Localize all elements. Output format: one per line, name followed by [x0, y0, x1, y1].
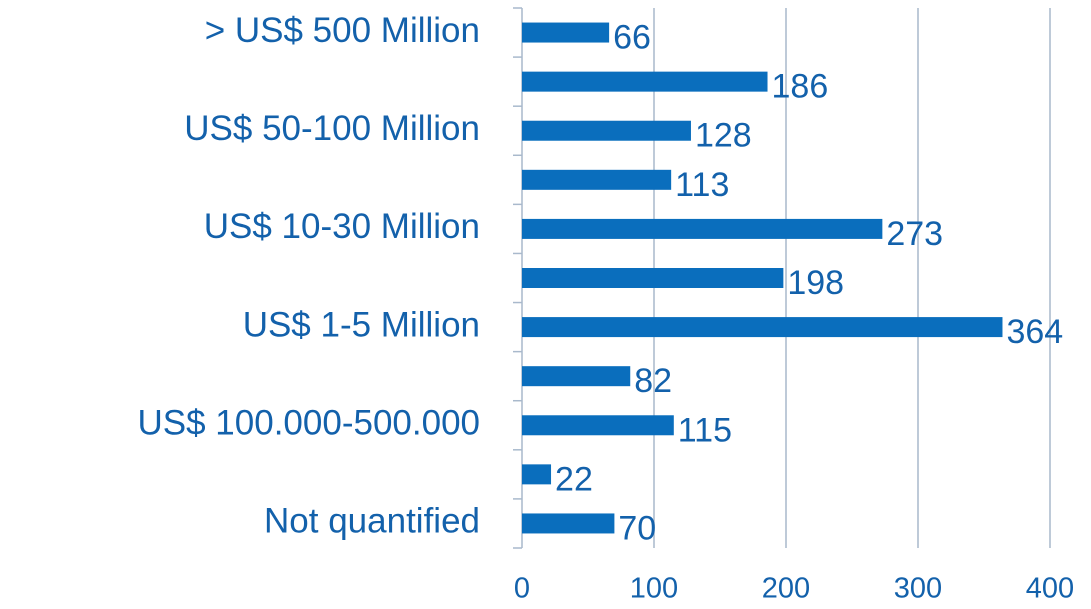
y-tick-label: US$ 1-5 Million [243, 305, 480, 344]
bar [522, 268, 784, 288]
value-label: 22 [555, 460, 593, 498]
bar [522, 366, 631, 387]
value-label: 115 [678, 411, 732, 449]
x-tick-label: 200 [762, 573, 810, 605]
bar [522, 22, 610, 43]
bar [522, 120, 691, 141]
bar [522, 513, 615, 534]
y-tick-label: > US$ 500 Million [205, 11, 480, 50]
x-tick-label: 300 [894, 573, 942, 605]
value-label: 186 [772, 68, 829, 106]
y-tick-label: Not quantified [264, 502, 480, 541]
y-tick-label: US$ 10-30 Million [204, 207, 480, 246]
bar [522, 71, 768, 92]
bar [522, 317, 1003, 338]
value-label: 128 [695, 117, 752, 155]
bar [522, 169, 672, 190]
bar [522, 415, 674, 436]
y-tick-label: US$ 50-100 Million [184, 109, 480, 148]
value-label: 273 [886, 215, 943, 253]
value-label: 66 [613, 19, 651, 57]
x-tick-label: 400 [1026, 573, 1074, 605]
x-tick-label: 100 [630, 573, 678, 605]
x-tick-label: 0 [514, 573, 530, 605]
value-label: 364 [1006, 313, 1063, 351]
bar [522, 218, 883, 239]
value-label: 198 [787, 264, 844, 302]
bar [522, 464, 552, 485]
value-label: 82 [634, 362, 672, 400]
y-tick-label: US$ 100.000-500.000 [138, 404, 481, 443]
value-label: 113 [675, 166, 729, 204]
value-label: 70 [618, 509, 656, 547]
